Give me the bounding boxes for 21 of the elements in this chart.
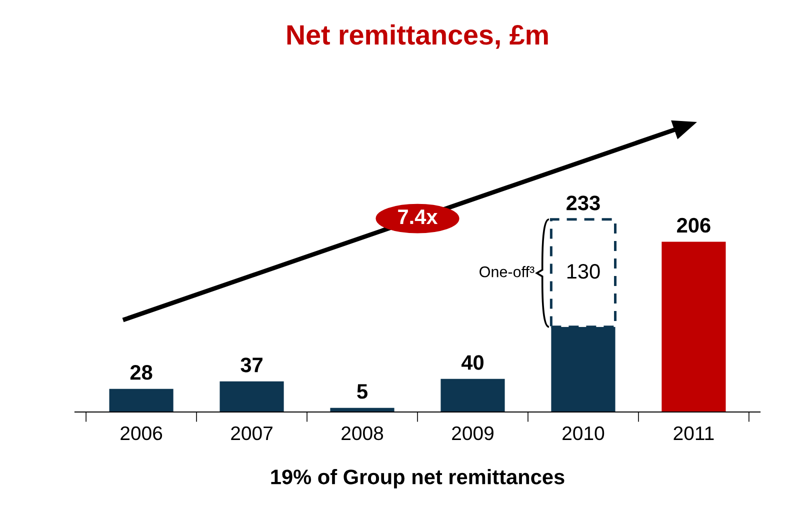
bar — [220, 381, 284, 412]
bar — [109, 388, 174, 412]
bar — [440, 378, 505, 412]
chart-title: Net remittances, £m — [287, 24, 548, 49]
x-tick-label: 2006 — [120, 426, 162, 440]
x-axis-title: 19% of Group net remittances — [271, 469, 564, 488]
x-tick-label: 2010 — [562, 426, 604, 440]
data-label: 130 — [567, 264, 600, 279]
total-label: 233 — [566, 196, 600, 210]
bar — [662, 242, 726, 412]
x-tick-label: 2007 — [231, 426, 272, 440]
data-label: 40 — [461, 355, 484, 370]
x-tick-label: 2009 — [452, 426, 494, 440]
data-label: 37 — [240, 358, 262, 372]
annotation: One-off³ — [480, 266, 534, 278]
data-label: 5 — [357, 384, 368, 399]
annotation: 7.4x — [398, 210, 438, 224]
x-tick-label: 2011 — [674, 426, 714, 440]
x-tick-label: 2008 — [342, 426, 384, 440]
data-label: 206 — [677, 218, 710, 233]
data-label: 28 — [130, 365, 152, 380]
